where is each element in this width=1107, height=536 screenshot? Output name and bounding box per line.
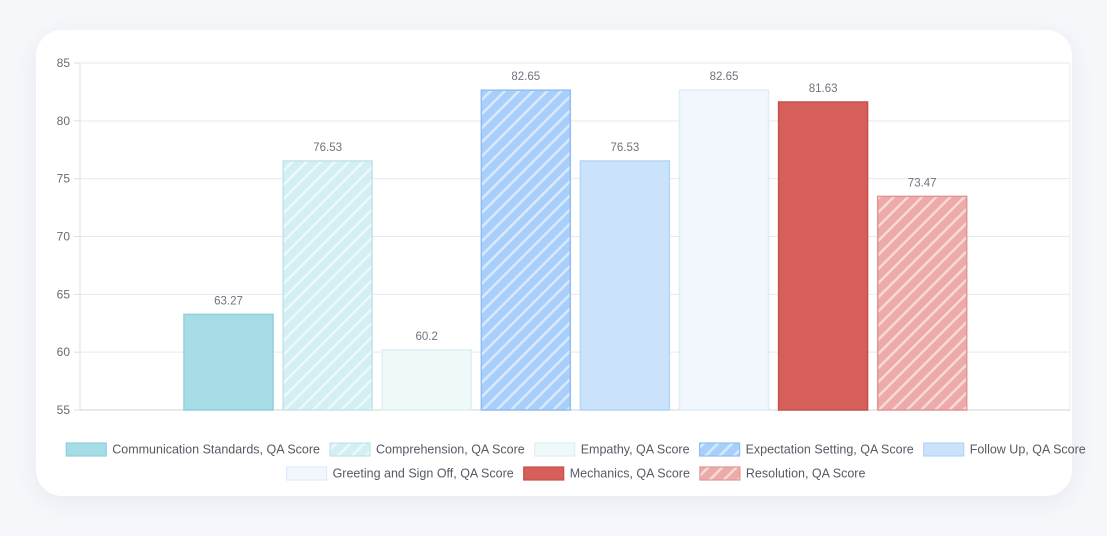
legend-item-mechanics-qa-score[interactable]: Mechanics, QA Score — [523, 466, 690, 481]
legend-swatch — [285, 466, 328, 481]
legend-item-follow-up-qa-score[interactable]: Follow Up, QA Score — [923, 442, 1086, 457]
legend-label: Empathy, QA Score — [581, 443, 690, 457]
legend-item-expectation-setting-qa-score[interactable]: Expectation Setting, QA Score — [698, 442, 914, 457]
data-label-comprehension-qa-score: 76.53 — [313, 142, 342, 154]
legend-item-empathy-qa-score[interactable]: Empathy, QA Score — [534, 442, 690, 457]
legend-swatch — [65, 442, 107, 457]
y-tick-label: 65 — [57, 287, 71, 301]
y-tick-label: 75 — [57, 172, 71, 186]
legend-swatch — [699, 466, 741, 481]
data-label-greeting-and-sign-off-qa-score: 82.65 — [710, 71, 739, 83]
data-labels: 63.27 76.53 60.2 82.65 76.53 82.65 81.63 73.47 — [214, 71, 936, 343]
y-tick-label: 80 — [57, 114, 71, 128]
legend-item-communication-standards-qa-score[interactable]: Communication Standards, QA Score — [65, 442, 320, 457]
bar-comprehension-qa-score[interactable] — [282, 160, 373, 411]
y-tick-label: 55 — [57, 403, 71, 417]
bar-empathy-qa-score[interactable] — [381, 349, 472, 411]
legend-item-resolution-qa-score[interactable]: Resolution, QA Score — [699, 466, 866, 481]
bar-expectation-setting-qa-score[interactable] — [480, 89, 572, 411]
y-tick-label: 85 — [57, 56, 71, 70]
legend-label: Greeting and Sign Off, QA Score — [333, 467, 514, 481]
data-label-expectation-setting-qa-score: 82.65 — [511, 71, 540, 83]
bar-follow-up-qa-score[interactable] — [579, 160, 671, 411]
legend-item-greeting-and-sign-off-qa-score[interactable]: Greeting and Sign Off, QA Score — [285, 466, 514, 481]
legend-label: Expectation Setting, QA Score — [746, 443, 914, 457]
legend-label: Mechanics, QA Score — [570, 467, 690, 481]
legend-swatch — [523, 466, 565, 481]
legend-swatch — [698, 442, 741, 457]
bar-mechanics-qa-score[interactable] — [777, 101, 869, 411]
bar-resolution-qa-score[interactable] — [876, 195, 968, 411]
y-axis: 55 60 65 70 75 80 85 — [57, 56, 80, 417]
data-label-resolution-qa-score: 73.47 — [908, 177, 937, 189]
legend-swatch — [534, 442, 576, 457]
legend-label: Resolution, QA Score — [746, 467, 866, 481]
legend-label: Comprehension, QA Score — [376, 443, 525, 457]
legend: Communication Standards, QA Score Compreh… — [65, 442, 1086, 481]
y-tick-label: 60 — [57, 345, 71, 359]
data-label-mechanics-qa-score: 81.63 — [809, 83, 838, 95]
y-tick-label: 70 — [57, 230, 71, 244]
legend-swatch — [923, 442, 965, 457]
legend-swatch — [329, 442, 371, 457]
data-label-follow-up-qa-score: 76.53 — [611, 142, 640, 154]
legend-label: Follow Up, QA Score — [970, 443, 1086, 457]
legend-label: Communication Standards, QA Score — [112, 443, 320, 457]
bars — [183, 89, 968, 411]
bar-greeting-and-sign-off-qa-score[interactable] — [678, 89, 770, 411]
data-label-communication-standards-qa-score: 63.27 — [214, 295, 243, 307]
legend-item-comprehension-qa-score[interactable]: Comprehension, QA Score — [329, 442, 525, 457]
data-label-empathy-qa-score: 60.2 — [416, 331, 438, 343]
bar-communication-standards-qa-score[interactable] — [183, 313, 274, 411]
